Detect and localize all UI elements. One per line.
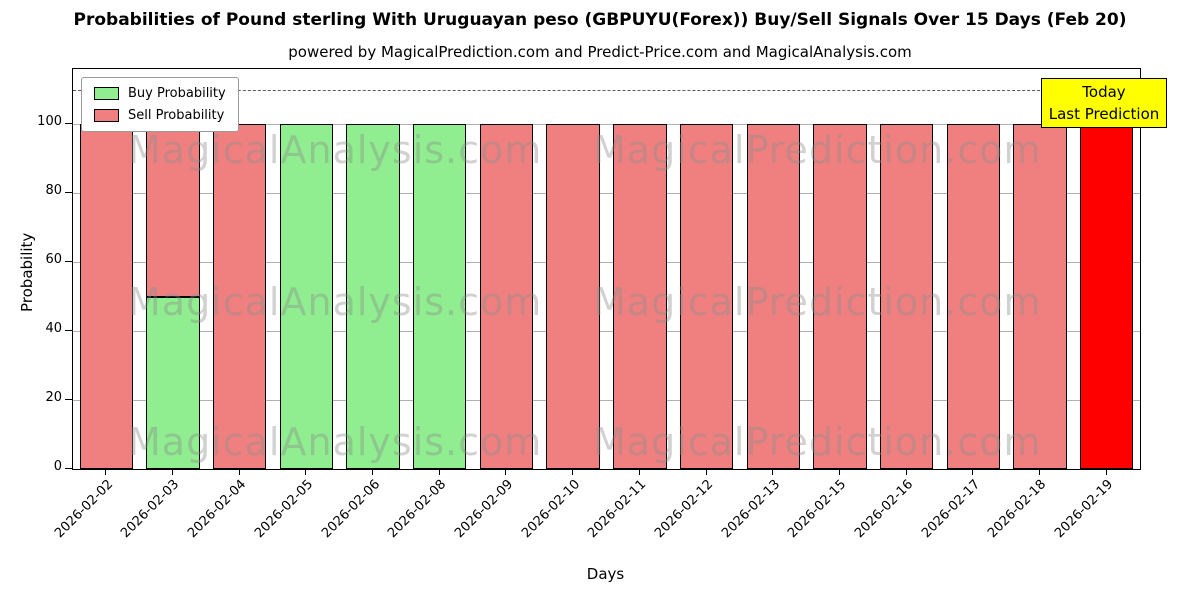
watermark-text: MagicalAnalysis.com [128, 420, 543, 464]
y-tick-mark [65, 330, 72, 332]
x-tick-label: 2026-02-11 [585, 477, 650, 542]
today-annotation-line-2: Last Prediction [1048, 105, 1160, 123]
x-tick-label: 2026-02-04 [185, 477, 250, 542]
plot-area: Buy Probability Sell Probability MagicalA… [72, 68, 1141, 470]
x-tick-label: 2026-02-02 [51, 477, 116, 542]
bar-2026-02-02 [79, 124, 133, 469]
bar-2026-02-10 [546, 124, 600, 469]
y-tick-label: 40 [45, 321, 62, 337]
x-tick-label: 2026-02-12 [652, 477, 717, 542]
x-tick-mark [238, 468, 240, 475]
bar-2026-02-09 [479, 124, 534, 469]
x-tick-label: 2026-02-15 [785, 477, 850, 542]
y-tick-label: 80 [45, 183, 62, 199]
watermark-text: MagicalAnalysis.com [128, 128, 543, 172]
legend: Buy Probability Sell Probability [81, 77, 239, 132]
bar-2026-02-03 [146, 296, 200, 469]
x-tick-mark [505, 468, 507, 475]
gridline [73, 262, 1140, 264]
bar-2026-02-16 [879, 124, 934, 469]
x-tick-label: 2026-02-17 [918, 477, 983, 542]
bar-2026-02-05 [279, 124, 334, 469]
y-tick-mark [65, 192, 72, 194]
bar-2026-02-03 [146, 124, 200, 297]
bar-2026-02-12 [679, 124, 734, 469]
x-tick-label: 2026-02-05 [251, 477, 317, 542]
bar-2026-02-04 [213, 124, 267, 469]
x-tick-mark [105, 468, 107, 475]
chart-subtitle: powered by MagicalPrediction.com and Pre… [288, 43, 912, 61]
y-tick-label: 60 [45, 252, 62, 268]
x-tick-label: 2026-02-03 [118, 477, 183, 542]
watermark-text: MagicalPrediction.com [593, 280, 1042, 324]
x-tick-mark [1105, 468, 1107, 475]
legend-label: Buy Probability [128, 86, 226, 101]
gridline [73, 331, 1140, 333]
bar-2026-02-18 [1013, 124, 1067, 469]
x-tick-mark [772, 468, 774, 475]
x-tick-mark [1038, 468, 1040, 475]
bar-2026-02-17 [946, 124, 1000, 469]
x-tick-label: 2026-02-19 [1052, 477, 1117, 542]
bar-2026-02-08 [413, 124, 467, 469]
legend-entry: Buy Probability [94, 86, 226, 101]
y-tick-mark [65, 123, 72, 125]
legend-label: Sell Probability [128, 108, 225, 123]
x-tick-mark [705, 468, 707, 475]
legend-swatch-sell [94, 109, 119, 122]
today-annotation-line-1: Today [1082, 83, 1126, 101]
x-tick-label: 2026-02-10 [518, 477, 583, 542]
y-tick-mark [65, 261, 72, 263]
legend-swatch-buy [94, 87, 119, 100]
x-tick-mark [438, 468, 440, 475]
x-tick-mark [972, 468, 974, 475]
gridline [73, 193, 1140, 195]
today-annotation: Today Last Prediction [1041, 78, 1167, 128]
watermark-text: MagicalPrediction.com [593, 420, 1042, 464]
x-axis-label: Days [586, 565, 625, 583]
gridline [73, 400, 1140, 402]
x-tick-mark [638, 468, 640, 475]
watermark-text: MagicalAnalysis.com [128, 280, 543, 324]
bar-2026-02-11 [613, 124, 667, 469]
legend-entry: Sell Probability [94, 108, 226, 123]
x-tick-mark [838, 468, 840, 475]
chart-title: Probabilities of Pound sterling With Uru… [73, 10, 1127, 30]
y-axis-label: Probability [18, 232, 36, 312]
y-tick-mark [65, 399, 72, 401]
bar-2026-02-13 [746, 124, 800, 469]
x-tick-label: 2026-02-06 [318, 477, 383, 542]
bar-2026-02-19 [1079, 124, 1134, 469]
x-tick-mark [172, 468, 174, 475]
x-tick-mark [905, 468, 907, 475]
x-tick-label: 2026-02-13 [718, 477, 783, 542]
watermark-text: MagicalPrediction.com [593, 128, 1042, 172]
y-tick-label: 0 [53, 459, 62, 474]
gridline [73, 124, 1140, 126]
x-tick-mark [372, 468, 374, 475]
y-tick-label: 20 [45, 390, 62, 406]
x-tick-mark [305, 468, 307, 475]
y-tick-mark [65, 468, 72, 469]
x-tick-label: 2026-02-18 [985, 477, 1050, 542]
x-tick-mark [572, 468, 574, 475]
bar-2026-02-15 [813, 124, 867, 469]
x-tick-label: 2026-02-08 [385, 477, 450, 542]
threshold-dashed-line [73, 89, 1140, 91]
y-tick-label: 100 [37, 114, 62, 130]
x-tick-label: 2026-02-16 [852, 477, 917, 542]
bar-2026-02-06 [346, 124, 400, 469]
x-tick-label: 2026-02-09 [452, 477, 517, 542]
